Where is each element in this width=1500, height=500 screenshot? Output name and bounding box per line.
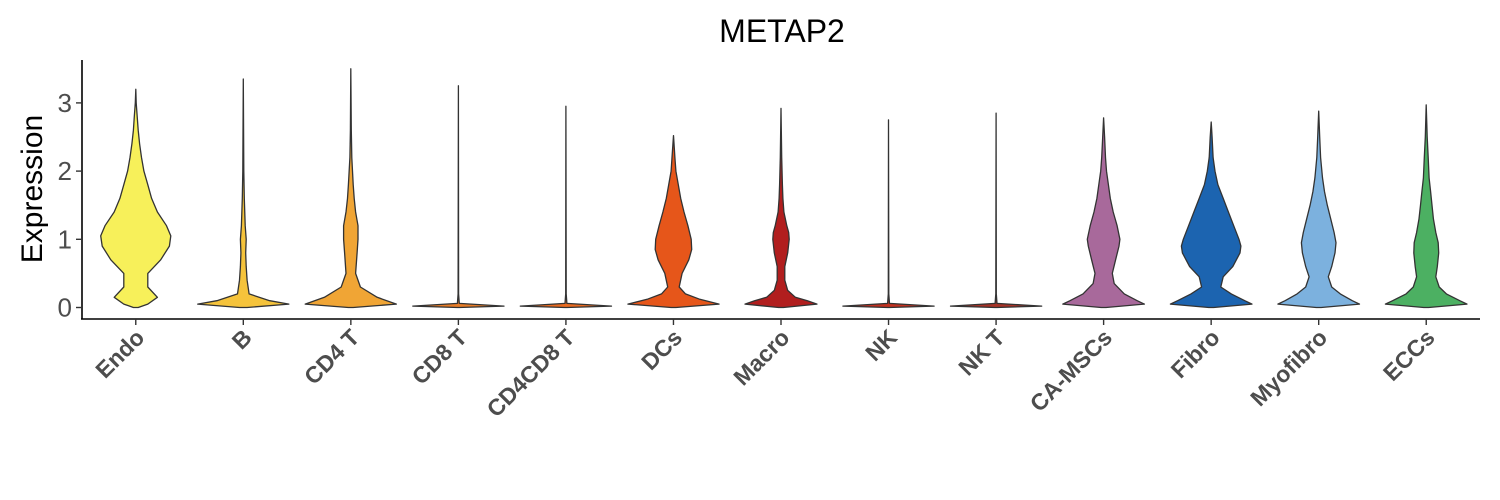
- violin-eccs: [1384, 104, 1468, 309]
- y-ticks: 0 1 2 3: [58, 88, 82, 323]
- x-tick-label: NK: [860, 324, 902, 366]
- violin-fibro: [1169, 121, 1253, 309]
- chart-title: METAP2: [719, 13, 845, 49]
- violin-nk: [842, 119, 935, 309]
- x-ticks: Endo B CD4 T CD8 T CD4CD8 T DCs Macro NK NK T CA-…: [90, 319, 1440, 422]
- y-tick-label: 3: [58, 88, 72, 118]
- x-tick-label: Endo: [90, 324, 149, 383]
- x-tick-label: CD4 T: [299, 324, 364, 389]
- violin-b: [197, 78, 290, 309]
- violin-myofibro: [1277, 110, 1361, 309]
- x-tick-label: ECCs: [1378, 324, 1440, 386]
- violin-cd4cd8-t: [519, 105, 613, 309]
- violin-endo: [100, 88, 172, 309]
- violin-dcs: [627, 134, 720, 309]
- y-tick-label: 0: [58, 293, 72, 323]
- x-tick-label: CA-MSCs: [1025, 324, 1117, 416]
- x-tick-label: DCs: [636, 324, 687, 375]
- violin-nk-t: [949, 112, 1043, 309]
- violin-cd8-t: [412, 85, 505, 309]
- x-tick-label: NK T: [953, 324, 1009, 380]
- y-axis-label: Expression: [16, 115, 49, 263]
- x-tick-label: Myofibro: [1245, 324, 1332, 411]
- violin-ca-mscs: [1062, 117, 1146, 309]
- x-tick-label: Fibro: [1166, 324, 1225, 383]
- y-tick-label: 1: [58, 224, 72, 254]
- x-tick-label: CD8 T: [407, 324, 472, 389]
- y-tick-label: 2: [58, 156, 72, 186]
- x-tick-label: B: [227, 324, 257, 354]
- violin-cd4-t: [304, 68, 398, 309]
- x-tick-label: CD4CD8 T: [482, 324, 580, 422]
- violin-macro: [744, 107, 818, 309]
- violin-group: [100, 68, 1468, 309]
- x-tick-label: Macro: [728, 324, 794, 390]
